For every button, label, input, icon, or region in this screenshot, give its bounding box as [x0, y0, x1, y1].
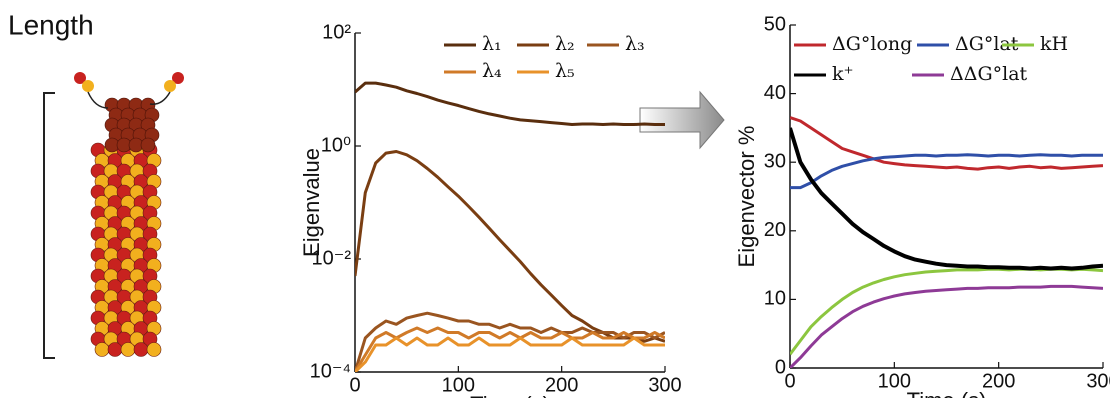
- legend-label: λ₄: [482, 60, 502, 82]
- x-tick-label: 200: [982, 370, 1015, 392]
- y-tick-label: 30: [764, 150, 786, 172]
- series-line: [790, 153, 1103, 190]
- x-tick-label: 100: [878, 370, 911, 392]
- x-tick-label: 200: [545, 374, 578, 396]
- subunit-arrow: [149, 91, 171, 105]
- free-subunit: [74, 72, 86, 84]
- y-axis-title: Eigenvector %: [734, 126, 759, 268]
- x-tick-label: 100: [442, 374, 475, 396]
- y-tick-label: 40: [764, 82, 786, 104]
- x-tick-label: 0: [784, 370, 795, 392]
- legend-label: λ₃: [625, 33, 645, 55]
- series-line: [790, 284, 1103, 368]
- y-tick-label: 0: [775, 356, 786, 378]
- y-tick-label: 10⁻⁴: [310, 360, 351, 382]
- series-line: [790, 267, 1103, 356]
- series-line: [355, 150, 665, 343]
- legend-label: k⁺: [832, 63, 854, 85]
- series-line: [790, 127, 1103, 271]
- legend-label: λ₁: [482, 33, 502, 55]
- tubulin-subunit: [94, 342, 110, 357]
- series-line: [355, 81, 665, 126]
- microtubule-illustration: [74, 72, 184, 357]
- y-tick-label: 50: [764, 13, 786, 35]
- tubulin-subunit: [120, 342, 136, 357]
- legend-label: λ₂: [555, 33, 575, 55]
- free-subunit: [172, 72, 184, 84]
- legend-label: ΔG°long: [832, 33, 912, 55]
- subunit-arrow: [87, 91, 109, 109]
- series-line: [355, 336, 665, 372]
- y-axis-title: Eigenvalue: [299, 148, 324, 257]
- tubulin-subunit: [107, 342, 123, 357]
- x-axis-title: Time (s): [470, 392, 550, 398]
- y-tick-label: 10: [764, 288, 786, 310]
- y-tick-label: 10²: [322, 21, 351, 43]
- series-line: [355, 311, 665, 372]
- tubulin-subunit: [140, 137, 156, 153]
- x-tick-label: 0: [349, 374, 360, 396]
- tubulin-subunit: [133, 342, 149, 357]
- legend-label: ΔG°lat: [955, 33, 1019, 55]
- x-axis-title: Time (s): [907, 388, 987, 398]
- y-tick-label: 10⁰: [321, 134, 351, 156]
- series-line: [355, 326, 665, 372]
- tubulin-subunit: [146, 342, 162, 357]
- legend-label: λ₅: [555, 60, 575, 82]
- free-subunit: [82, 80, 94, 92]
- length-bracket: [43, 92, 55, 359]
- series-line: [790, 116, 1103, 171]
- legend-label: ΔΔG°lat: [950, 63, 1028, 85]
- panel-label: Length: [8, 9, 94, 40]
- free-subunit: [164, 80, 176, 92]
- x-tick-label: 300: [648, 374, 681, 396]
- x-tick-label: 300: [1086, 370, 1110, 392]
- transition-arrow: [639, 90, 725, 150]
- y-tick-label: 20: [764, 219, 786, 241]
- y-tick-label: 10⁻²: [312, 247, 352, 269]
- legend-label: kH: [1040, 33, 1068, 55]
